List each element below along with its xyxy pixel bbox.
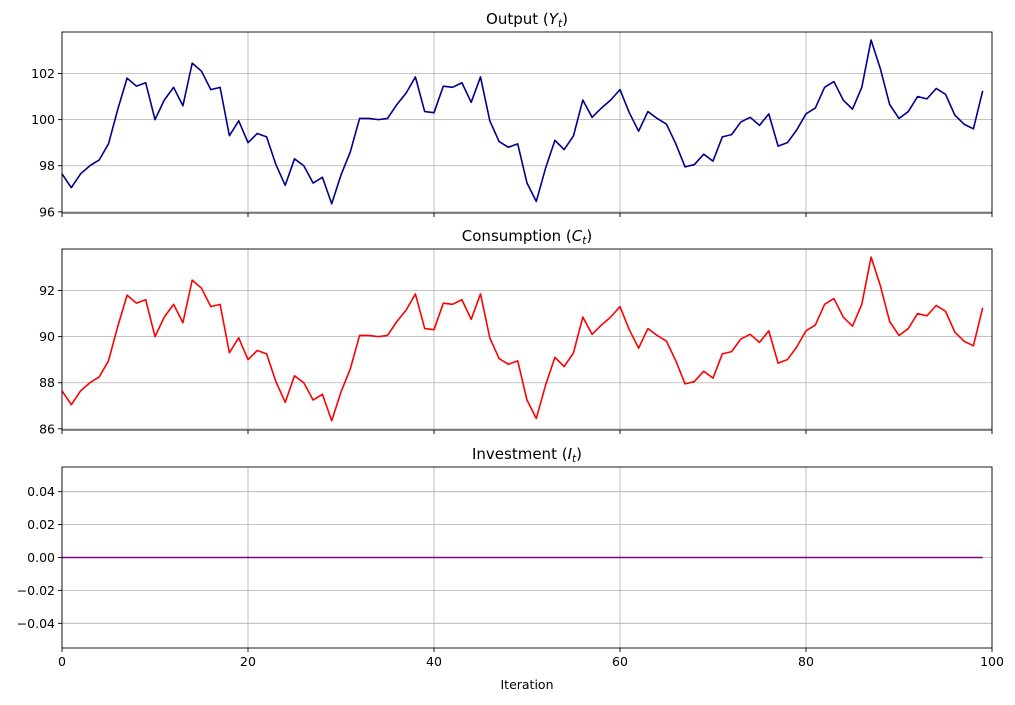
y-tick-label: 0.02 [27,517,55,532]
x-tick-label: 40 [426,654,442,669]
subplot-title: Consumption (Ct) [462,227,592,247]
y-tick-label: 92 [39,283,55,298]
series-line [61,256,984,422]
y-tick-label: 90 [39,329,55,344]
y-tick-label: 86 [39,421,55,436]
subplot-2: 86 88 90 92 Consumption (Ct) [39,227,993,436]
y-tick-label: 102 [31,66,55,81]
subplot-title: Output (Yt) [486,10,568,30]
subplot-1: 96 98 100 102 Output (Yt) [31,10,993,219]
x-tick-label: 100 [980,654,1004,669]
x-tick-label: 20 [240,654,256,669]
y-tick-label: 100 [31,112,55,127]
x-tick-label: 60 [612,654,628,669]
subplot-3: 0 20 40 60 80 100 −0.04 −0.02 0.00 0.02 0.04 Invest… [17,445,1004,669]
y-tick-label: 98 [39,158,55,173]
x-tick-label: 0 [58,654,66,669]
x-axis-label: Iteration [500,677,553,692]
y-tick-label: 0.04 [27,484,55,499]
axes-frame [61,31,993,214]
y-tick-label: 96 [39,204,55,219]
axes-frame [61,248,993,431]
subplot-title: Investment (It) [472,445,582,465]
y-tick-label: 0.00 [27,550,55,565]
y-tick-label: −0.02 [17,583,55,598]
y-tick-label: −0.04 [17,616,55,631]
x-tick-label: 80 [798,654,814,669]
y-tick-label: 88 [39,375,55,390]
series-line [61,39,984,205]
